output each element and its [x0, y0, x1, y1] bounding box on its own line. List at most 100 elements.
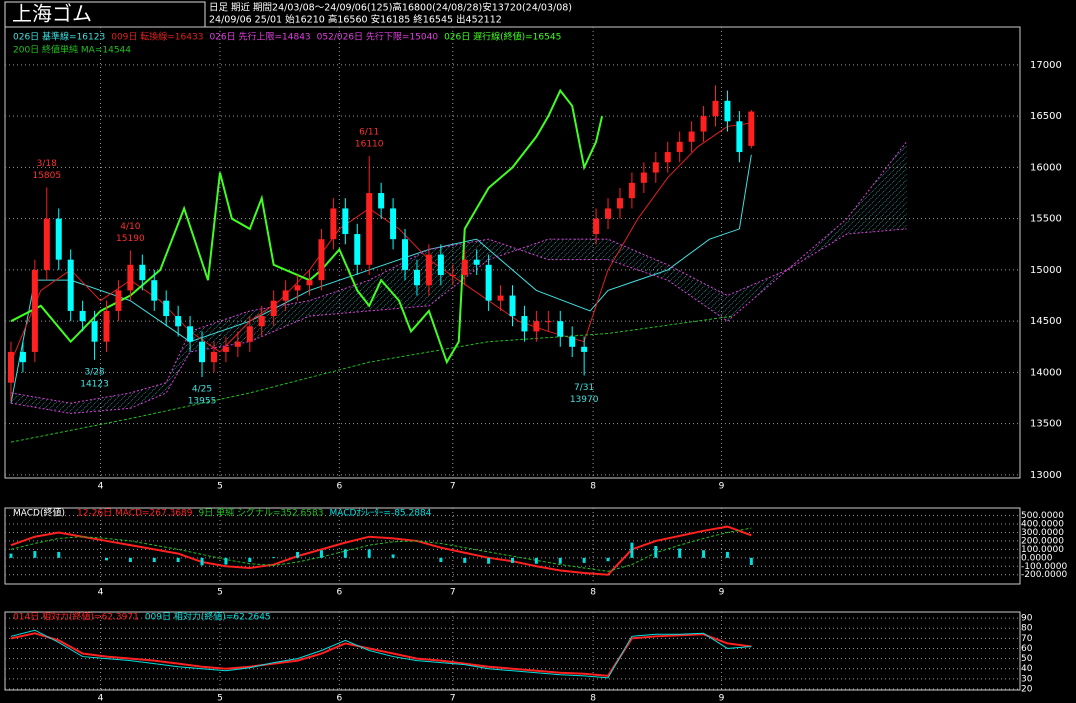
candle-body [43, 218, 50, 270]
candle-body [55, 218, 62, 260]
histogram-bar [702, 550, 706, 558]
candle-body [210, 351, 217, 363]
histogram-bar [272, 556, 276, 558]
histogram-bar [57, 551, 61, 558]
histogram-bar [749, 557, 753, 565]
candle-body [151, 280, 158, 301]
legend-entry: 014日 相対力(終値)=62.3971 [13, 611, 139, 623]
x-tick-label: 6 [336, 588, 342, 598]
histogram-bar [511, 557, 514, 563]
y-tick-label: 500.0000 [1021, 511, 1064, 521]
annotation-date: 4/10 [120, 222, 140, 232]
histogram-bar [606, 557, 610, 562]
candle-body [497, 295, 504, 301]
candle-body [473, 259, 480, 265]
series-line [10, 632, 752, 677]
legend-entry: 12-26日 MACD=267.3689 [77, 508, 193, 519]
y-tick-label: 13500 [1030, 419, 1062, 430]
candle-body [605, 208, 612, 219]
x-tick-label: 9 [719, 694, 725, 703]
candle-body [652, 162, 659, 173]
x-tick-label: 6 [336, 482, 342, 492]
candle-body [402, 239, 409, 270]
title: 上海ゴム [12, 2, 92, 26]
histogram-bar [678, 548, 682, 558]
y-tick-label: 30 [1021, 674, 1033, 684]
panel-frame [4, 611, 1021, 691]
candle-body [437, 254, 444, 276]
y-tick-label: 20 [1021, 684, 1033, 694]
histogram-bar [630, 542, 634, 558]
candle-body [282, 290, 289, 301]
candle-body [545, 321, 552, 323]
candle-body [234, 341, 241, 347]
x-tick-label: 4 [98, 694, 104, 703]
x-tick-label: 9 [719, 482, 725, 492]
title-box [4, 1, 206, 28]
candle-body [700, 116, 707, 132]
candle-body [127, 264, 134, 291]
histogram-bar [439, 557, 443, 563]
candle-body [163, 300, 170, 317]
x-tick-label: 9 [719, 588, 725, 598]
candle-body [19, 351, 26, 363]
histogram-bar [391, 554, 395, 558]
candle-body [688, 131, 695, 142]
annotation-date: 7/31 [574, 383, 594, 393]
candle-body [748, 111, 755, 146]
histogram-bar [319, 550, 323, 558]
annotation-value: 14123 [80, 379, 109, 389]
candle-body [187, 326, 194, 342]
y-tick-label: 17000 [1030, 60, 1062, 71]
candle-body [103, 310, 110, 342]
legend-entry: 026日 遅行線(終値)=16545 [444, 31, 561, 43]
legend-title: MACD(終値) [13, 507, 65, 519]
histogram-bar [33, 551, 37, 558]
panel-frame [4, 26, 1021, 479]
candle-body [664, 152, 671, 163]
candle-body [378, 193, 385, 209]
candle-body [270, 300, 277, 317]
candle-body [390, 208, 397, 240]
histogram-bar [582, 557, 586, 563]
candle-body [425, 254, 432, 286]
x-tick-label: 8 [590, 588, 596, 598]
candle-body [342, 208, 349, 235]
candle-body [736, 121, 743, 153]
candle-body [533, 321, 540, 332]
histogram-bar [248, 557, 252, 563]
y-tick-label: 14000 [1030, 367, 1062, 378]
candle-body [461, 259, 468, 276]
y-tick-label: 300.0000 [1021, 528, 1064, 538]
period-info: 日足 期近 期間24/03/08～24/09/06(125)高16800(24/… [209, 2, 572, 14]
histogram-bar [487, 557, 491, 564]
legend-entry: 052/026日 先行下限=15040 [317, 31, 439, 43]
candle-body [616, 198, 623, 209]
x-tick-label: 7 [450, 588, 456, 598]
series-line [10, 88, 604, 365]
legend-entry: 026日 先行上限=14843 [209, 31, 310, 43]
candle-body [306, 280, 313, 286]
candle-body [485, 264, 492, 301]
candle-body [139, 264, 146, 281]
annotation-value: 15805 [32, 171, 61, 181]
y-tick-label: 13000 [1030, 470, 1062, 481]
y-tick-label: 200.0000 [1021, 536, 1064, 546]
candle-body [366, 193, 373, 265]
candle-body [354, 234, 361, 265]
annotation-value: 13955 [188, 397, 217, 407]
series-line [10, 315, 734, 443]
candle-body [593, 218, 600, 235]
candle-body [318, 239, 325, 281]
candle-body [175, 316, 182, 327]
series-line [10, 122, 752, 363]
histogram-bar [176, 557, 180, 563]
annotation-value: 16110 [355, 140, 384, 150]
histogram-bar [654, 546, 658, 558]
candle-body [640, 172, 647, 183]
histogram-bar [105, 557, 108, 561]
y-tick-label: 40 [1021, 664, 1033, 674]
histogram-bar [9, 553, 13, 558]
